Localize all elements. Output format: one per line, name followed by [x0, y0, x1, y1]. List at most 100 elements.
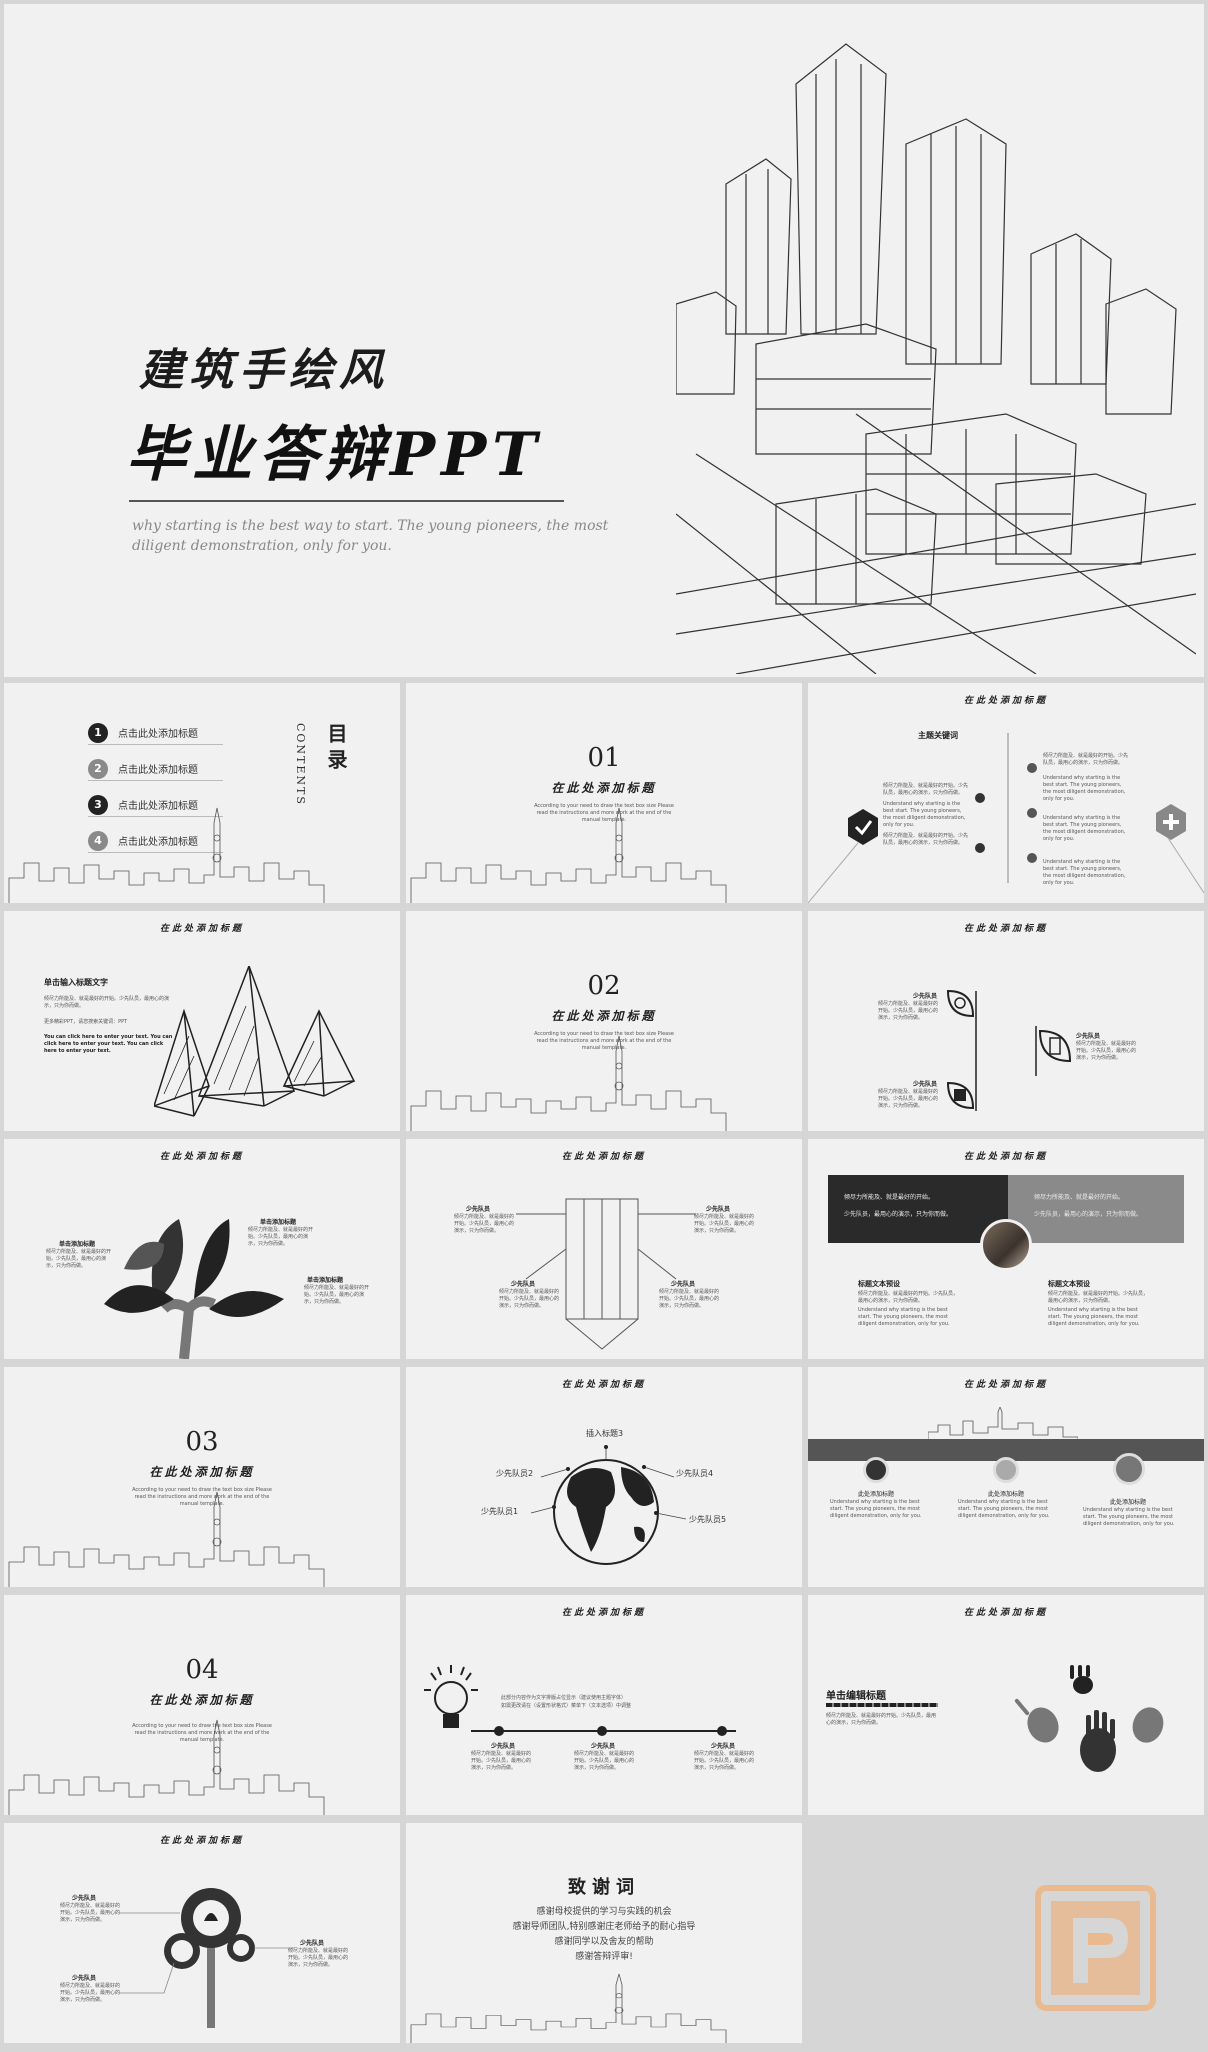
globe-label-l1: 少先队员1: [481, 1507, 519, 1516]
timeline-label-2: 少先队员: [591, 1743, 616, 1750]
mountain-sketch: [154, 966, 356, 1117]
hand-heading: 单击编辑标题: [826, 1691, 886, 1702]
tree-label-right2: 单击添加标题: [307, 1277, 344, 1284]
section-title: 在此处添加标题: [551, 1009, 657, 1023]
toc-side-label: CONTENTS: [294, 723, 307, 806]
mountain-body-3: You can click here to enter your text. Y…: [44, 1034, 173, 1054]
member-body-2: 倾尽力所能及、就是最好的开始。少先队员，最用心的演示，只为你而做。: [1076, 1041, 1137, 1061]
cover-subtitle-line2: diligent demonstration, only for you.: [132, 538, 392, 554]
slide-cover[interactable]: 建筑手绘风 毕业答辩PPT why starting is the best w…: [4, 4, 1204, 677]
slide-section-01[interactable]: 01 在此处添加标题 According to your need to dra…: [406, 683, 802, 903]
slide-title: 在此处添加标题: [561, 1152, 646, 1162]
thanks-line: 感谢同学以及舍友的帮助: [554, 1937, 654, 1947]
slide-photo-boxes[interactable]: 在此处添加标题 倾尽力所能及、就是最好的开始。 少先队员，最用心的演示，只为你而…: [808, 1139, 1204, 1359]
globe-label-r4: 少先队员4: [676, 1469, 714, 1478]
section-desc: According to your need to draw the text …: [534, 803, 674, 823]
timeline-label-1: 少先队员: [491, 1743, 516, 1750]
toc-item-label: 点击此处添加标题: [118, 837, 198, 848]
timeline-body-2: 倾尽力所能及、就是最好的开始。少先队员，最用心的演示，只为你而做。: [574, 1751, 635, 1771]
pencil-body-1: 倾尽力所能及、就是最好的开始。少先队员，最用心的演示，只为你而做。: [454, 1214, 515, 1234]
pencil-body-2: 倾尽力所能及、就是最好的开始。少先队员，最用心的演示，只为你而做。: [694, 1214, 755, 1234]
slide-thanks[interactable]: 致谢词 感谢母校提供的学习与实践的机会 感谢导师团队,特别感谢庄老师给予的耐心指导…: [406, 1823, 802, 2043]
thanks-line: 感谢答辩评审!: [575, 1952, 633, 1962]
slide-logo-placeholder[interactable]: [808, 1823, 1204, 2043]
toc-item[interactable]: 4 点击此处添加标题: [88, 829, 223, 853]
keyword-body-r2: Understand why starting is the best star…: [1043, 775, 1126, 802]
mountain-body-1: 倾尽力所能及、就是最好的开始。少先队员，最用心的演示，只为你而做。: [44, 996, 170, 1009]
member-body-3: 倾尽力所能及、就是最好的开始。少先队员，最用心的演示，只为你而做。: [878, 1089, 939, 1109]
gray-box: [1008, 1175, 1184, 1243]
column-circle-2: [993, 1457, 1019, 1483]
cover-title-main: 毕业答辩PPT: [126, 420, 543, 490]
pencil-label-3: 少先队员: [511, 1281, 536, 1288]
section-desc: According to your need to draw the text …: [132, 1723, 272, 1743]
slide-bulb-timeline[interactable]: 在此处添加标题 此部分内容作为文字排版占位显示（建议使用主题字体） 如需更改请在…: [406, 1595, 802, 1815]
toc-item-number: 3: [88, 794, 108, 815]
slide-title: 在此处添加标题: [963, 924, 1048, 934]
member-body-1: 倾尽力所能及、就是最好的开始。少先队员，最用心的演示，只为你而做。: [878, 1001, 939, 1021]
slide-tree[interactable]: 在此处添加标题 单击添加标题 倾尽力所能及、就是最好的开始。少先队员，最用心的演…: [4, 1139, 400, 1359]
pencil-body-3: 倾尽力所能及、就是最好的开始。少先队员，最用心的演示，只为你而做。: [499, 1289, 560, 1309]
profile-photo: [980, 1219, 1032, 1271]
skyline-sketch: [410, 1035, 727, 1131]
slide-globe[interactable]: 在此处添加标题 插入标题3 少先队员2 少先队员1 少先队员4 少先队员5: [406, 1367, 802, 1587]
handprints-illustration: [1014, 1665, 1164, 1772]
hand-divider: [826, 1703, 938, 1707]
skyline-sketch: [410, 1973, 727, 2043]
slide-mountains[interactable]: 在此处添加标题 单击输入标题文字 倾尽力所能及、就是最好的开始。少先队员，最用心…: [4, 911, 400, 1131]
circle-label-3: 少先队员: [72, 1975, 97, 1982]
slide-toc[interactable]: 1 点击此处添加标题 2 点击此处添加标题 3 点击此处添加标题 4 点击此处添加标题 CON…: [4, 683, 400, 903]
toc-item-label: 点击此处添加标题: [118, 801, 198, 812]
slide-handprints[interactable]: 在此处添加标题 单击编辑标题 倾尽力所能及、就是最好的开始。少先队员，最用心的演…: [808, 1595, 1204, 1815]
tree-body-left: 倾尽力所能及、就是最好的开始。少先队员，最用心的演示，只为你而做。: [46, 1249, 112, 1269]
dark-box: [828, 1175, 1008, 1243]
photo-body-left2: Understand why starting is the best star…: [858, 1307, 950, 1327]
member-label-2: 少先队员: [1076, 1033, 1101, 1040]
slide-keywords[interactable]: 在此处添加标题 主题关键词 倾尽力所能及、就是最好的开始。少先队员，最用心的演示…: [808, 683, 1204, 903]
keyword-body-r4: Understand why starting is the best star…: [1043, 859, 1126, 886]
section-number: 03: [185, 1427, 219, 1457]
keyword-heading: 主题关键词: [918, 731, 958, 740]
gray-box-text-2: 少先队员，最用心的演示，只为你而做。: [1034, 1211, 1143, 1218]
toc-item-label: 点击此处添加标题: [118, 765, 198, 776]
banner-skyline: [928, 1407, 1078, 1441]
tree-label-left: 单击添加标题: [59, 1241, 96, 1248]
hexagon-icons: [808, 733, 1204, 903]
pencil-label-2: 少先队员: [706, 1206, 731, 1213]
column-body-2: Understand why starting is the best star…: [958, 1499, 1050, 1519]
slide-banner-columns[interactable]: 在此处添加标题 此处添加标题 此处添加标题 此处添加标题 Understand …: [808, 1367, 1204, 1587]
toc-item[interactable]: 2 点击此处添加标题: [88, 757, 223, 781]
thanks-line: 感谢导师团队,特别感谢庄老师给予的耐心指导: [512, 1922, 696, 1932]
globe-illustration: [530, 1445, 687, 1565]
section-number: 02: [587, 971, 621, 1001]
slide-title: 在此处添加标题: [963, 1608, 1048, 1618]
toc-item-number: 2: [88, 758, 108, 779]
slide-section-03[interactable]: 03 在此处添加标题 According to your need to dra…: [4, 1367, 400, 1587]
slide-section-04[interactable]: 04 在此处添加标题 According to your need to dra…: [4, 1595, 400, 1815]
city-sketch-illustration: [676, 43, 1196, 674]
member-label-1: 少先队员: [913, 993, 938, 1000]
globe-label-top: 插入标题3: [586, 1429, 624, 1438]
bulb-text-2: 如需更改请在（设置形状格式）菜单下（文本选项）中调整: [501, 1703, 632, 1709]
section-title: 在此处添加标题: [149, 1693, 255, 1707]
slide-section-02[interactable]: 02 在此处添加标题 According to your need to dra…: [406, 911, 802, 1131]
leaf-icons: [946, 989, 1072, 1111]
pencil-label-4: 少先队员: [671, 1281, 696, 1288]
skyline-sketch: [8, 807, 325, 903]
toc-item-number: 1: [88, 722, 108, 743]
circle-body-3: 倾尽力所能及、就是最好的开始。少先队员，最用心的演示，只为你而做。: [60, 1983, 121, 2003]
cover-title-top: 建筑手绘风: [139, 345, 389, 396]
slide-pencils[interactable]: 在此处添加标题 少先队员 倾尽力所能及、就是最好的开始。少先队员，最用心的演示，…: [406, 1139, 802, 1359]
toc-item[interactable]: 3 点击此处添加标题: [88, 793, 223, 817]
pencil-body-4: 倾尽力所能及、就是最好的开始。少先队员，最用心的演示，只为你而做。: [659, 1289, 720, 1309]
circle-label-2: 少先队员: [300, 1940, 325, 1947]
section-number: 01: [587, 743, 621, 773]
keyword-body-2: Understand why starting is the best star…: [883, 801, 966, 828]
timeline-label-3: 少先队员: [711, 1743, 736, 1750]
p-logo-icon: [1035, 1885, 1156, 2011]
toc-item[interactable]: 1 点击此处添加标题: [88, 721, 223, 745]
photo-label-left: 标题文本预设: [858, 1280, 900, 1288]
slide-icons-leaves[interactable]: 在此处添加标题 少先队员 倾尽力所能及、就是最好的开始。少先队员，最用心的演示，…: [808, 911, 1204, 1131]
slide-circle-tree[interactable]: 在此处添加标题 少先队员 倾尽力所能及、就是最好的开始。少先队员，最用心的演示，…: [4, 1823, 400, 2043]
